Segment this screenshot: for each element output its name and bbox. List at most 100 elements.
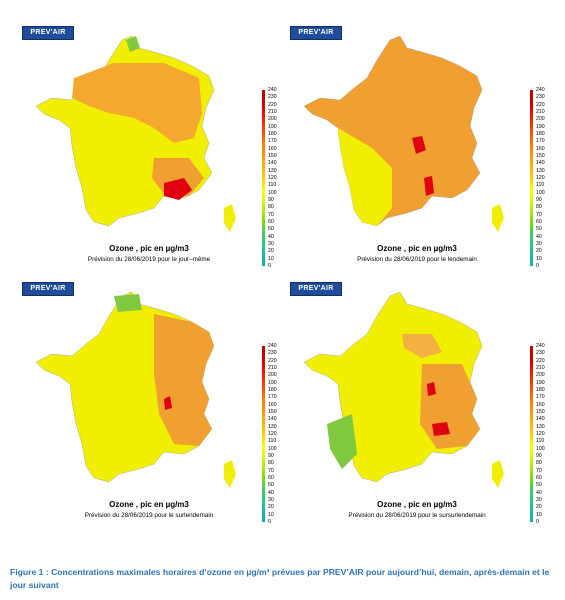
prevair-logo: PREV'AIR — [290, 26, 342, 40]
legend-label: 30 — [536, 497, 542, 503]
panel-subtitle: Prévision du 28/06/2019 pour le surlende… — [84, 512, 214, 519]
legend-label: 110 — [268, 438, 277, 445]
legend-label: 140 — [268, 160, 277, 167]
legend-label: 50 — [536, 226, 542, 233]
legend-label: 40 — [268, 489, 274, 496]
legend-label: 220 — [536, 357, 545, 364]
legend-label: 40 — [268, 233, 274, 240]
prevair-logo: PREV'AIR — [22, 26, 74, 40]
legend-label: 140 — [536, 416, 545, 423]
legend-label: 30 — [536, 241, 542, 247]
legend-label: 80 — [268, 204, 274, 211]
map-panel-today: PREV'AIR 240 230 220 210 200 190 180 170 160 150 1… — [14, 18, 284, 276]
legend-label: 160 — [268, 401, 277, 408]
prevair-logo: PREV'AIR — [290, 282, 342, 296]
legend-label: 20 — [536, 248, 542, 255]
legend-label: 0 — [536, 263, 539, 269]
legend-label: 110 — [536, 438, 545, 445]
legend-label: 240 — [536, 343, 545, 349]
legend-label: 230 — [536, 350, 545, 357]
yellow-zone — [338, 128, 392, 226]
color-legend: 240 230 220 210 200 190 180 170 160 150 140 130 120 1… — [530, 343, 558, 525]
legend-label: 170 — [268, 394, 277, 401]
legend-label: 0 — [536, 519, 539, 525]
legend-label: 130 — [268, 167, 277, 174]
figure-caption: Figure 1 : Concentrations maximales hora… — [10, 567, 550, 590]
legend-label: 200 — [268, 372, 277, 379]
map-panel-tomorrow: PREV'AIR 240 230 220 210 200 190 180 170 160 150 1… — [282, 18, 552, 276]
red-zone-south — [424, 176, 434, 196]
france-shape — [303, 35, 483, 227]
legend-label: 20 — [268, 248, 274, 255]
legend-label: 240 — [536, 87, 545, 93]
legend-label: 40 — [536, 233, 542, 240]
legend-label: 130 — [268, 423, 277, 430]
legend-label: 40 — [536, 489, 542, 496]
legend-label: 60 — [536, 219, 542, 225]
legend-label: 70 — [536, 211, 542, 218]
legend-label: 60 — [268, 475, 274, 481]
legend-label: 70 — [268, 211, 274, 218]
legend-label: 10 — [536, 255, 542, 262]
legend-label: 120 — [536, 431, 545, 437]
legend-label: 160 — [268, 145, 277, 152]
legend-label: 30 — [268, 497, 274, 503]
orange-zone — [154, 314, 214, 446]
legend-label: 210 — [536, 365, 545, 371]
legend-label: 140 — [536, 160, 545, 167]
legend-label: 150 — [536, 153, 545, 159]
panel-title: Ozone , pic en µg/m3 — [377, 500, 457, 509]
legend-label: 200 — [536, 116, 545, 123]
legend-color-bar — [530, 346, 533, 522]
legend-label: 60 — [536, 475, 542, 481]
legend-label: 130 — [536, 423, 545, 430]
legend-label: 150 — [268, 153, 277, 159]
red-zone — [164, 178, 192, 200]
legend-label: 10 — [536, 511, 542, 518]
corsica-shape — [492, 204, 504, 232]
legend-label: 230 — [268, 94, 277, 101]
orange-zone — [72, 63, 202, 143]
legend-color-bar — [262, 346, 265, 522]
legend-label: 0 — [268, 519, 271, 525]
legend-label: 30 — [268, 241, 274, 247]
legend-label: 90 — [268, 197, 274, 203]
corsica-shape — [492, 460, 504, 488]
legend-label: 80 — [536, 204, 542, 211]
legend-label: 230 — [536, 94, 545, 101]
legend-label: 210 — [268, 365, 277, 371]
legend-label: 80 — [268, 460, 274, 467]
legend-label: 110 — [536, 182, 545, 189]
legend-label: 180 — [268, 387, 277, 393]
panel-subtitle: Prévision du 28/06/2019 pour le jour–mêm… — [87, 256, 211, 263]
prevair-logo: PREV'AIR — [22, 282, 74, 296]
legend-label: 180 — [536, 387, 545, 393]
legend-label: 200 — [268, 116, 277, 123]
red-zone-south — [432, 422, 450, 436]
legend-label: 190 — [268, 123, 277, 130]
legend-label: 210 — [536, 109, 545, 115]
red-zone — [412, 136, 426, 154]
panel-subtitle: Prévision du 28/06/2019 pour le lendemai… — [357, 256, 477, 263]
legend-label: 170 — [536, 394, 545, 401]
legend-label: 70 — [268, 467, 274, 474]
color-legend: 240 230 220 210 200 190 180 170 160 150 140 130 120 1… — [262, 87, 290, 269]
legend-label: 50 — [268, 482, 274, 489]
legend-label: 0 — [268, 263, 271, 269]
orange-zone-north — [402, 334, 442, 358]
color-legend: 240 230 220 210 200 190 180 170 160 150 140 130 120 1… — [262, 343, 290, 525]
legend-label: 70 — [536, 467, 542, 474]
legend-label: 10 — [268, 255, 274, 262]
legend-color-bar — [262, 90, 265, 266]
legend-label: 110 — [268, 182, 277, 189]
legend-label: 220 — [268, 101, 277, 108]
legend-label: 120 — [268, 175, 277, 181]
legend-label: 170 — [536, 138, 545, 145]
panel-title: Ozone , pic en µg/m3 — [109, 500, 189, 509]
france-ozone-map — [303, 291, 504, 488]
legend-label: 190 — [268, 379, 277, 386]
red-zone — [164, 396, 172, 410]
france-ozone-map — [35, 35, 236, 232]
green-zone — [126, 36, 140, 52]
legend-label: 90 — [536, 453, 542, 459]
